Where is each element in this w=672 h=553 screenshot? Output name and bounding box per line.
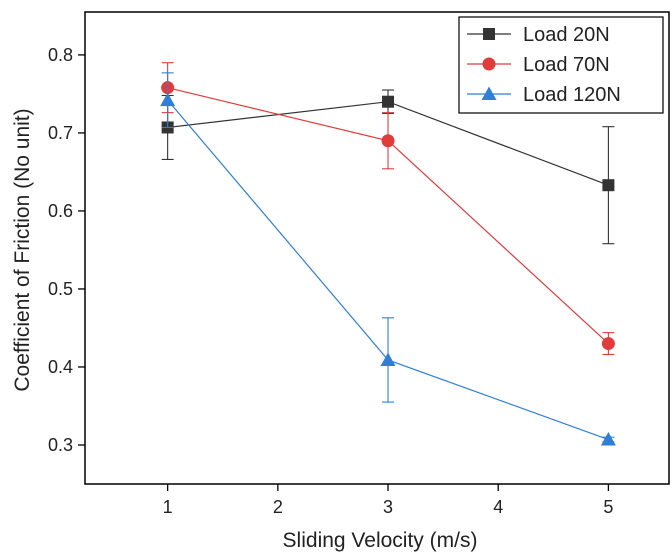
data-point [600,432,616,446]
legend-label: Load 120N [523,84,621,106]
legend-item: Load 120N [467,84,621,106]
y-tick-label: 0.7 [48,123,73,143]
data-point [602,179,615,192]
data-point [381,134,395,148]
y-tick-label: 0.3 [48,435,73,455]
x-tick-label: 4 [493,497,503,517]
legend: Load 20N Load 70N Load 120N [458,16,664,114]
data-point [382,95,395,108]
legend-label: Load 70N [523,54,610,76]
x-tick-label: 1 [163,497,173,517]
data-point [380,352,396,366]
legend-marker [482,57,496,71]
y-tick-label: 0.5 [48,279,73,299]
legend-label: Load 20N [523,24,610,46]
x-axis: 1 2 3 4 5 [163,484,613,517]
data-point [160,92,176,107]
x-tick-label: 2 [273,497,283,517]
series-load-20n [161,89,615,245]
y-tick-label: 0.6 [48,201,73,221]
legend-item: Load 20N [467,24,610,46]
x-axis-title: Sliding Velocity (m/s) [283,529,478,552]
x-tick-label: 3 [383,497,393,517]
legend-item: Load 70N [467,54,610,76]
y-axis: 0.3 0.4 0.5 0.6 0.7 0.8 [48,45,85,455]
x-tick-label: 5 [603,497,613,517]
data-point [601,337,615,351]
legend-marker [481,86,497,100]
legend-marker [483,28,495,40]
y-tick-label: 0.8 [48,45,73,65]
series-load-70n [161,62,615,356]
y-tick-label: 0.4 [48,357,73,377]
series-load-120n [160,72,616,446]
y-axis-title: Coefficient of Friction (No unit) [11,108,34,391]
plot-area: 0.3 0.4 0.5 0.6 0.7 0.8 1 2 3 4 5 Load 20N Load 70… [48,11,670,517]
series-layer [160,62,616,446]
